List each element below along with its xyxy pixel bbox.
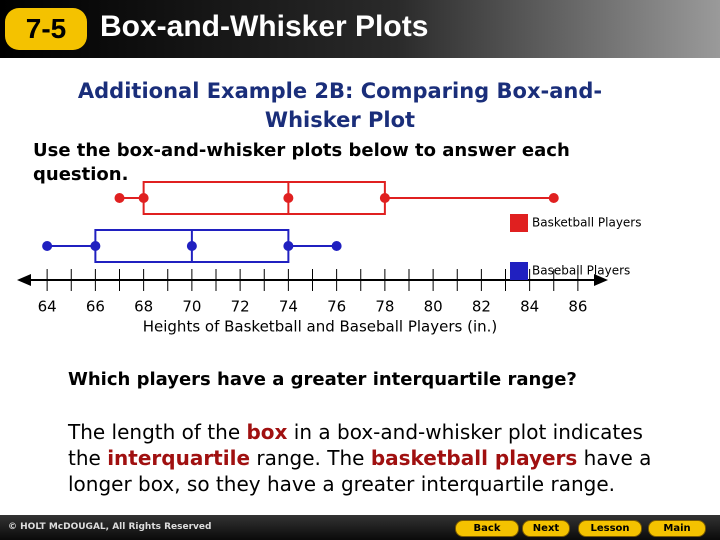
- x-tick-label: 80: [424, 298, 443, 316]
- answer-text: in a box-and-whisker plot indicates the: [68, 420, 643, 470]
- x-axis-label: Heights of Basketball and Baseball Playe…: [143, 318, 498, 336]
- answer-emphasis: box: [246, 420, 288, 444]
- point: [42, 241, 53, 251]
- x-tick-label: 74: [279, 298, 298, 316]
- x-tick-label: 84: [520, 298, 539, 316]
- answer-text: have a longer box, so they have a greate…: [68, 446, 652, 496]
- point: [186, 241, 197, 251]
- box-plot-chart: 64 66 68 70 72 74 76 78 80 82 84 86 Heights of Baske…: [17, 181, 642, 336]
- x-tick-label: 70: [182, 298, 201, 316]
- x-tick-label: 72: [231, 298, 250, 316]
- answer-emphasis: interquartile: [107, 446, 251, 470]
- nav-button[interactable]: Next: [522, 520, 570, 537]
- lesson-title: Box-and-Whisker Plots: [100, 10, 429, 43]
- x-tick-label: 68: [134, 298, 153, 316]
- example-title: Additional Example 2B: Comparing Box-and…: [77, 79, 603, 132]
- x-tick-label: 66: [86, 298, 105, 316]
- axis-arrow: [17, 274, 31, 286]
- answer-text: range. The: [250, 446, 371, 470]
- x-tick-label: 82: [472, 298, 491, 316]
- lesson-badge: 7-5: [5, 8, 87, 50]
- question: Which players have a greater interquarti…: [68, 369, 577, 390]
- legend-label: Baseball Players: [532, 264, 630, 278]
- point: [90, 241, 101, 251]
- header-bar: 7-5 Box-and-Whisker Plots: [0, 0, 720, 58]
- legend-label: Basketball Players: [532, 216, 642, 230]
- point: [379, 193, 390, 203]
- nav-button[interactable]: Lesson: [578, 520, 642, 537]
- footer-bar: © HOLT McDOUGAL, All Rights Reserved Bac…: [0, 515, 720, 540]
- copyright: © HOLT McDOUGAL, All Rights Reserved: [8, 522, 212, 532]
- answer: The length of the box in a box-and-whisk…: [68, 419, 658, 497]
- legend-swatch: [510, 214, 528, 232]
- point: [548, 193, 559, 203]
- axis-arrow: [594, 274, 608, 286]
- point: [283, 241, 294, 251]
- nav-button[interactable]: Back: [455, 520, 519, 537]
- box: [142, 181, 386, 215]
- legend-swatch: [510, 262, 528, 280]
- answer-text: The length of the: [68, 420, 247, 444]
- x-tick-label: 64: [38, 298, 57, 316]
- point: [331, 241, 342, 251]
- point: [283, 193, 294, 203]
- x-tick-label: 86: [568, 298, 587, 316]
- x-tick-label: 76: [327, 298, 346, 316]
- point: [138, 193, 149, 203]
- point: [114, 193, 125, 203]
- answer-emphasis: basketball players: [370, 446, 578, 470]
- instructions: Use the box-and-whisker plots below to a…: [33, 140, 570, 185]
- x-tick-label: 78: [375, 298, 394, 316]
- nav-button[interactable]: Main: [648, 520, 706, 537]
